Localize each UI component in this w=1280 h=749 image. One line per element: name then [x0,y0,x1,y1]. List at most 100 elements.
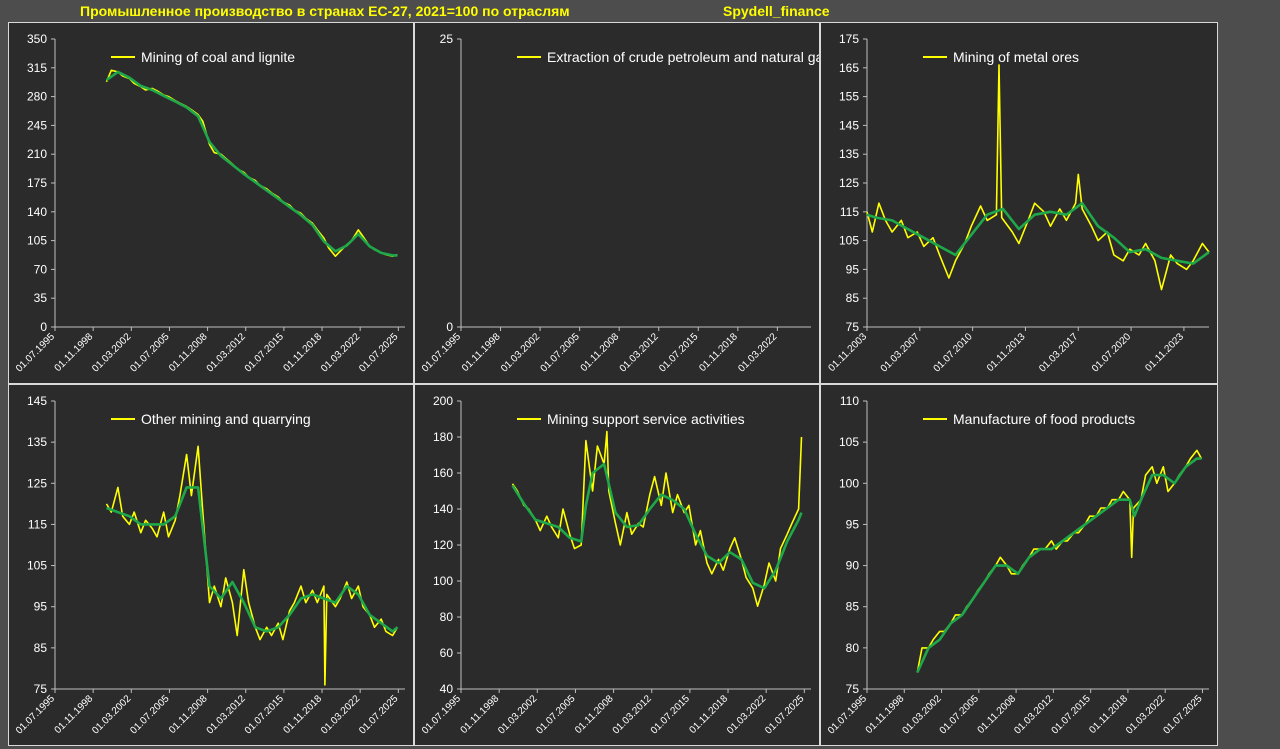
x-tick-label: 01.03.2017 [1037,331,1080,374]
y-tick-label: 75 [34,682,48,696]
y-tick-label: 125 [839,176,859,190]
header: Промышленное производство в странах ЕС-2… [0,0,1280,22]
x-tick-label: 01.11.1998 [53,331,96,374]
x-tick-label: 01.07.2015 [649,693,692,736]
chart-panel-metal-ores: 175 165 155 145 135 125 115 105 95 85 75 01.11.2003… [820,22,1218,384]
x-tick-label: 01.03.2012 [205,331,248,374]
x-tick-label: 01.11.2018 [688,693,731,736]
y-tick-label: 80 [846,641,860,655]
x-tick-label: 01.11.1998 [460,331,503,374]
series-line-smoothed [511,462,803,590]
x-tick-label: 01.07.2015 [243,693,286,736]
chart-food-products: 110105100959085807501.07.199501.11.19980… [826,394,1209,737]
x-tick-label: 01.07.2015 [1050,693,1093,736]
x-tick-label: 01.11.1998 [53,693,96,736]
y-tick-label: 85 [34,641,48,655]
legend-label: Mining support service activities [547,411,745,427]
y-tick-label: 0 [40,320,47,334]
y-tick-label: 175 [27,176,47,190]
series-line-smoothed [916,457,1202,674]
x-tick-label: 01.03.2002 [499,331,542,374]
series-line-raw [866,64,1210,291]
y-tick-label: 315 [27,61,47,75]
y-tick-label: 60 [440,646,454,660]
x-tick-label: 01.03.2012 [205,693,248,736]
chart-metal-ores: 175 165 155 145 135 125 115 105 95 85 7501.11.2003… [826,32,1210,375]
y-tick-label: 145 [27,394,47,408]
x-tick-label: 01.11.2003 [826,331,869,374]
y-tick-label: 85 [846,291,860,305]
x-tick-label: 01.07.2025 [357,693,400,736]
x-tick-label: 01.07.1995 [420,331,463,374]
x-tick-label: 01.03.2002 [90,331,133,374]
chart-panel-petroleum: 25 0 01.07.1995 01.11.1998 01.03.2002 01.07.2… [414,22,820,384]
x-tick-label: 01.07.2025 [1161,693,1204,736]
y-tick-label: 80 [440,610,454,624]
x-tick-label: 01.03.2022 [736,331,779,374]
y-tick-label: 210 [27,147,47,161]
y-tick-label: 0 [446,320,453,334]
x-tick-label: 01.07.1995 [420,693,463,736]
x-tick-label: 01.07.2025 [763,693,806,736]
x-tick-label: 01.03.2012 [611,693,654,736]
y-tick-label: 90 [846,559,860,573]
chart-other-mining: 145 135 125 115 105 95 85 7501.07.199501.11.199… [14,394,405,737]
y-tick-label: 75 [846,682,860,696]
x-tick-label: 01.03.2012 [1012,693,1055,736]
y-tick-label: 95 [846,262,860,276]
y-tick-label: 280 [27,90,47,104]
x-tick-label: 01.11.2018 [282,693,325,736]
series-line-smoothed [105,70,398,257]
chart-mining-support: 20018016014012010080604001.07.199501.11.… [420,394,811,737]
legend-label: Manufacture of food products [953,411,1135,427]
x-tick-label: 01.07.2005 [128,693,171,736]
x-tick-label: 01.03.2022 [319,693,362,736]
x-tick-label: 01.07.2005 [534,693,577,736]
x-tick-label: 01.11.1998 [459,693,502,736]
y-tick-label: 95 [34,600,48,614]
y-tick-label: 350 [27,32,47,46]
x-tick-label: 01.07.1995 [14,331,57,374]
x-tick-label: 01.11.2008 [579,331,622,374]
series-line-smoothed [106,486,399,633]
series-line-raw [105,445,399,686]
x-tick-label: 01.11.2013 [985,331,1028,374]
x-tick-label: 01.11.2018 [282,331,325,374]
y-tick-label: 160 [433,466,453,480]
chart-panel-mining-support: 200 180 160 140 120 100 80 60 40 01.07.1995 01.11.… [414,384,820,746]
y-tick-label: 40 [440,682,454,696]
y-tick-label: 115 [28,517,47,531]
y-tick-label: 35 [34,291,48,305]
x-tick-label: 01.03.2007 [879,331,922,374]
y-tick-label: 140 [433,502,453,516]
x-tick-label: 01.11.2018 [697,331,740,374]
x-tick-label: 01.11.2008 [573,693,616,736]
x-tick-label: 01.07.2025 [357,331,400,374]
chart-coal: 3503152802452101751401057035001.07.19950… [14,32,405,375]
series-line-smoothed [866,201,1210,265]
y-tick-label: 135 [27,435,47,449]
x-tick-label: 01.03.2022 [725,693,768,736]
chart-panel-food-products: 110 105 100 95 90 85 80 75 01.07.1995 01.11.1998 0… [820,384,1218,746]
series-line-raw [511,430,803,607]
y-tick-label: 25 [440,32,454,46]
x-tick-label: 01.03.2012 [618,331,661,374]
x-tick-label: 01.07.2015 [657,331,700,374]
y-tick-label: 100 [839,476,859,490]
y-tick-label: 155 [839,90,859,104]
y-tick-label: 125 [27,476,47,490]
x-tick-label: 01.03.2002 [900,693,943,736]
x-tick-label: 01.11.2008 [167,331,210,374]
chart-panel-coal: 350 315 280 245 210 175 140 105 70 35 0 01.07.1995 0… [8,22,414,384]
y-tick-label: 100 [433,574,453,588]
x-tick-label: 01.07.2010 [932,331,975,374]
y-tick-label: 105 [839,435,859,449]
x-tick-label: 01.03.2022 [319,331,362,374]
y-tick-label: 140 [27,205,47,219]
x-tick-label: 01.07.2005 [539,331,582,374]
y-tick-label: 245 [27,118,47,132]
x-tick-label: 01.07.1995 [826,693,869,736]
y-tick-label: 70 [34,262,48,276]
y-tick-label: 95 [846,517,860,531]
legend-label: Extraction of crude petroleum and natura… [547,49,819,65]
